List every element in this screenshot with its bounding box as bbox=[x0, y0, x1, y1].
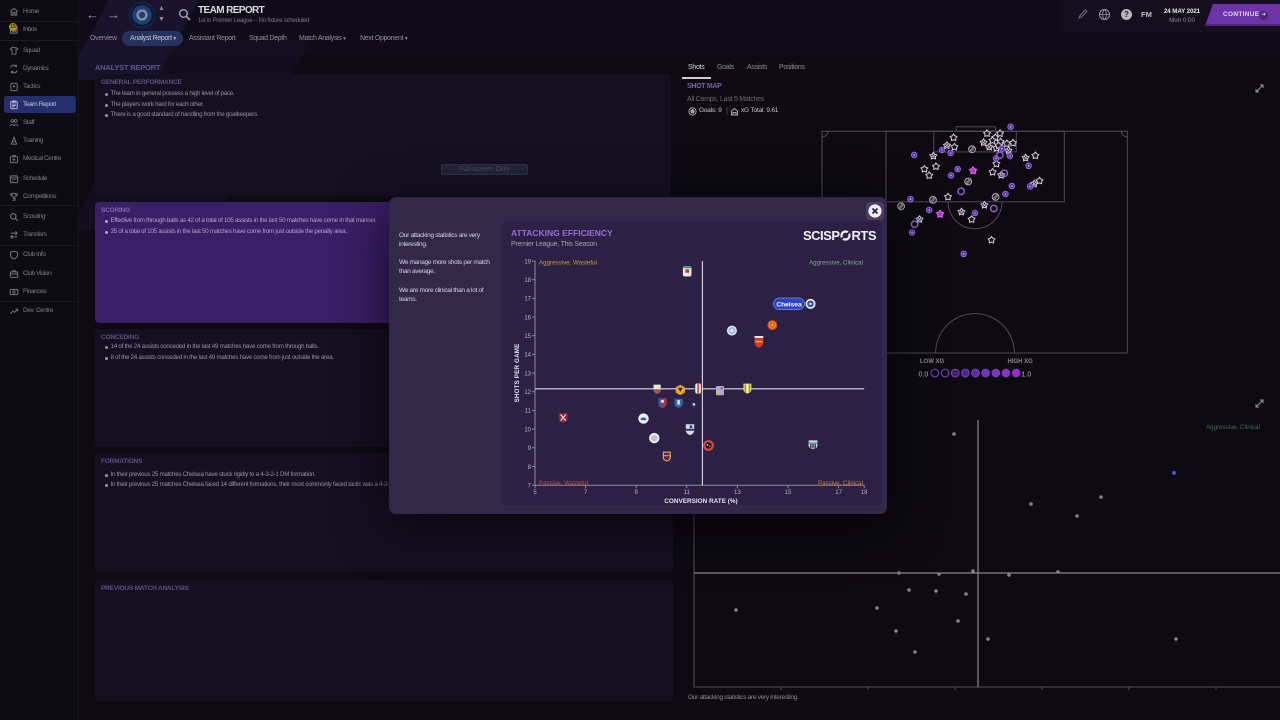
svg-text:18: 18 bbox=[524, 278, 531, 284]
svg-text:19: 19 bbox=[524, 259, 531, 265]
svg-text:13: 13 bbox=[524, 371, 531, 377]
svg-text:11: 11 bbox=[525, 409, 532, 415]
svg-text:Aggressive, Clinical: Aggressive, Clinical bbox=[809, 260, 863, 267]
svg-text:9: 9 bbox=[528, 446, 532, 452]
svg-text:Passive, Clinical: Passive, Clinical bbox=[818, 480, 863, 487]
svg-text:CONVERSION RATE (%): CONVERSION RATE (%) bbox=[664, 498, 737, 505]
svg-text:17: 17 bbox=[835, 490, 842, 496]
svg-text:SHOTS PER GAME: SHOTS PER GAME bbox=[514, 344, 521, 403]
svg-text:0.0: 0.0 bbox=[919, 371, 929, 378]
svg-text:18: 18 bbox=[861, 490, 868, 496]
svg-text:5: 5 bbox=[533, 490, 537, 496]
svg-text:Aggressive, Wasteful: Aggressive, Wasteful bbox=[539, 260, 597, 267]
svg-text:11: 11 bbox=[684, 490, 691, 496]
svg-text:13: 13 bbox=[734, 490, 741, 496]
svg-text:7: 7 bbox=[528, 484, 532, 490]
svg-text:12: 12 bbox=[524, 390, 531, 396]
svg-text:8: 8 bbox=[528, 465, 532, 471]
svg-text:LOW XG: LOW XG bbox=[920, 359, 945, 365]
svg-text:9: 9 bbox=[635, 490, 639, 496]
svg-text:15: 15 bbox=[785, 490, 792, 496]
svg-text:7: 7 bbox=[584, 490, 588, 496]
svg-text:Passive, Wasteful: Passive, Wasteful bbox=[539, 480, 588, 487]
svg-text:HIGH XG: HIGH XG bbox=[1008, 359, 1034, 365]
svg-text:1.0: 1.0 bbox=[1022, 371, 1032, 378]
svg-text:10: 10 bbox=[524, 427, 531, 433]
svg-text:Chelsea: Chelsea bbox=[776, 302, 802, 309]
svg-text:14: 14 bbox=[524, 353, 531, 359]
svg-text:Aggressive, Clinical: Aggressive, Clinical bbox=[1206, 424, 1260, 431]
svg-text:16: 16 bbox=[524, 315, 531, 321]
svg-text:15: 15 bbox=[524, 334, 531, 340]
svg-text:17: 17 bbox=[524, 297, 531, 303]
